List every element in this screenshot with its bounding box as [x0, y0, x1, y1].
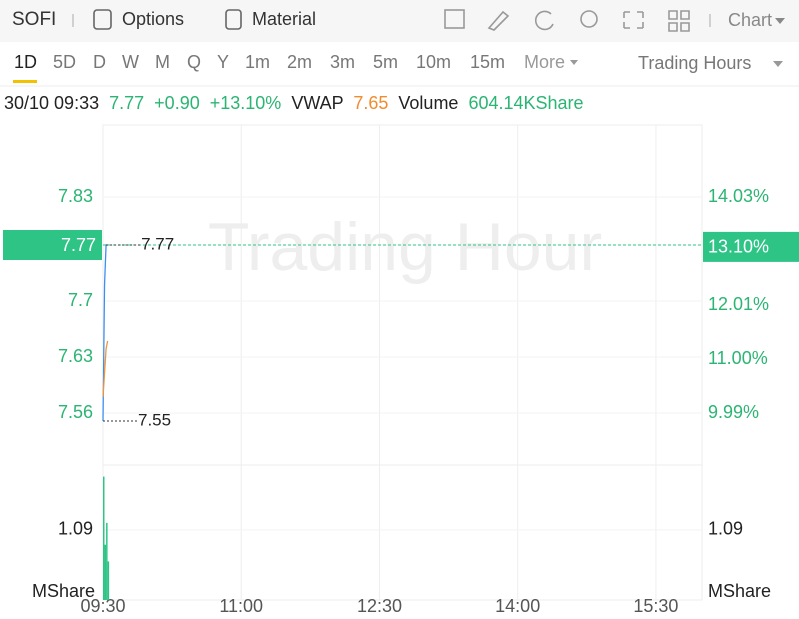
- x-tick-label: 14:00: [495, 596, 540, 616]
- period[interactable]: 10m: [416, 52, 451, 72]
- period[interactable]: 1m: [245, 52, 270, 72]
- unit-label: MShare: [32, 581, 95, 601]
- period[interactable]: 15m: [470, 52, 505, 72]
- chart-menu[interactable]: Chart: [728, 10, 772, 30]
- volume-bar: [106, 522, 108, 600]
- tab-material[interactable]: Material: [252, 9, 316, 29]
- volume-bar: [103, 476, 105, 600]
- x-tick-label: 11:00: [219, 596, 263, 616]
- icon-refresh[interactable]: [534, 10, 554, 31]
- period-more[interactable]: More: [524, 52, 565, 72]
- unit-label: MShare: [708, 581, 771, 601]
- x-tick-label: 12:30: [357, 596, 402, 616]
- toolbar-bg: [0, 0, 799, 42]
- period[interactable]: D: [93, 52, 106, 72]
- period-underline: [13, 80, 37, 83]
- y-tick-label: 7.7: [68, 290, 93, 310]
- annotation-label: 7.77: [141, 234, 174, 253]
- y-tick-label: 7.56: [58, 402, 93, 422]
- quote-change-pct: +13.10%: [210, 93, 282, 113]
- period[interactable]: Q: [187, 52, 201, 72]
- watermark: Trading Hour: [208, 209, 602, 285]
- volume-label: Volume: [398, 93, 458, 113]
- icon-chart[interactable]: [444, 9, 465, 29]
- y2-tick-label: 11.00%: [708, 348, 768, 368]
- y2-tick-label: 14.03%: [708, 186, 769, 206]
- quote-price: 7.77: [109, 93, 144, 113]
- period[interactable]: Y: [217, 52, 229, 72]
- quote-line: 30/10 09:33 7.77 +0.90 +13.10% VWAP 7.65…: [4, 93, 584, 113]
- volume-bar: [104, 544, 107, 600]
- icon-fullscreen[interactable]: [623, 11, 644, 29]
- icon-settings[interactable]: [580, 10, 598, 28]
- y-tick-label: 7.83: [58, 186, 93, 206]
- x-tick-label: 15:30: [633, 596, 678, 616]
- plot-frame: [102, 124, 703, 601]
- period[interactable]: 2m: [287, 52, 312, 72]
- period[interactable]: 5D: [53, 52, 76, 72]
- current-price-badge: [3, 230, 102, 260]
- period[interactable]: 1D: [14, 52, 37, 72]
- x-tick-label: 09:30: [80, 596, 125, 616]
- options-icon[interactable]: [93, 9, 112, 30]
- y2-tick-label: 13.10%: [708, 237, 769, 257]
- period[interactable]: M: [155, 52, 170, 72]
- volume-bar: [107, 561, 110, 600]
- caret: [773, 61, 783, 67]
- session[interactable]: Trading Hours: [638, 53, 751, 73]
- caret: [775, 18, 785, 24]
- volume-value: 604.14KShare: [468, 93, 583, 113]
- vwap-value: 7.65: [353, 93, 388, 113]
- period[interactable]: W: [122, 52, 139, 72]
- caret: [570, 60, 578, 65]
- period[interactable]: 5m: [373, 52, 398, 72]
- vwap-label: VWAP: [291, 93, 343, 113]
- icon-draw[interactable]: [487, 10, 510, 31]
- period[interactable]: 3m: [330, 52, 355, 72]
- symbol[interactable]: SOFI: [12, 9, 56, 30]
- y-tick-label: 1.09: [58, 519, 93, 539]
- quote-change: +0.90: [154, 93, 200, 113]
- annotation-label: 7.55: [138, 410, 171, 429]
- y2-tick-label: 9.99%: [708, 402, 759, 422]
- y-tick-label: 7.63: [58, 346, 93, 366]
- y2-tick-label: 12.01%: [708, 294, 769, 314]
- icon-layout[interactable]: [668, 10, 690, 32]
- y-tick-label: 7.77: [61, 235, 96, 255]
- y2-tick-label: 1.09: [708, 519, 743, 539]
- series-line: [102, 340, 109, 398]
- toolbar: SOFI Options Material Chart: [12, 9, 785, 32]
- tab-options[interactable]: Options: [122, 9, 184, 29]
- material-icon[interactable]: [225, 9, 242, 30]
- current-pct-badge: [703, 231, 799, 262]
- period-bar: 1D 5D D W M Q Y 1m 2m 3m 5m 10m 15m More…: [13, 52, 783, 83]
- quote-time: 30/10 09:33: [4, 93, 99, 113]
